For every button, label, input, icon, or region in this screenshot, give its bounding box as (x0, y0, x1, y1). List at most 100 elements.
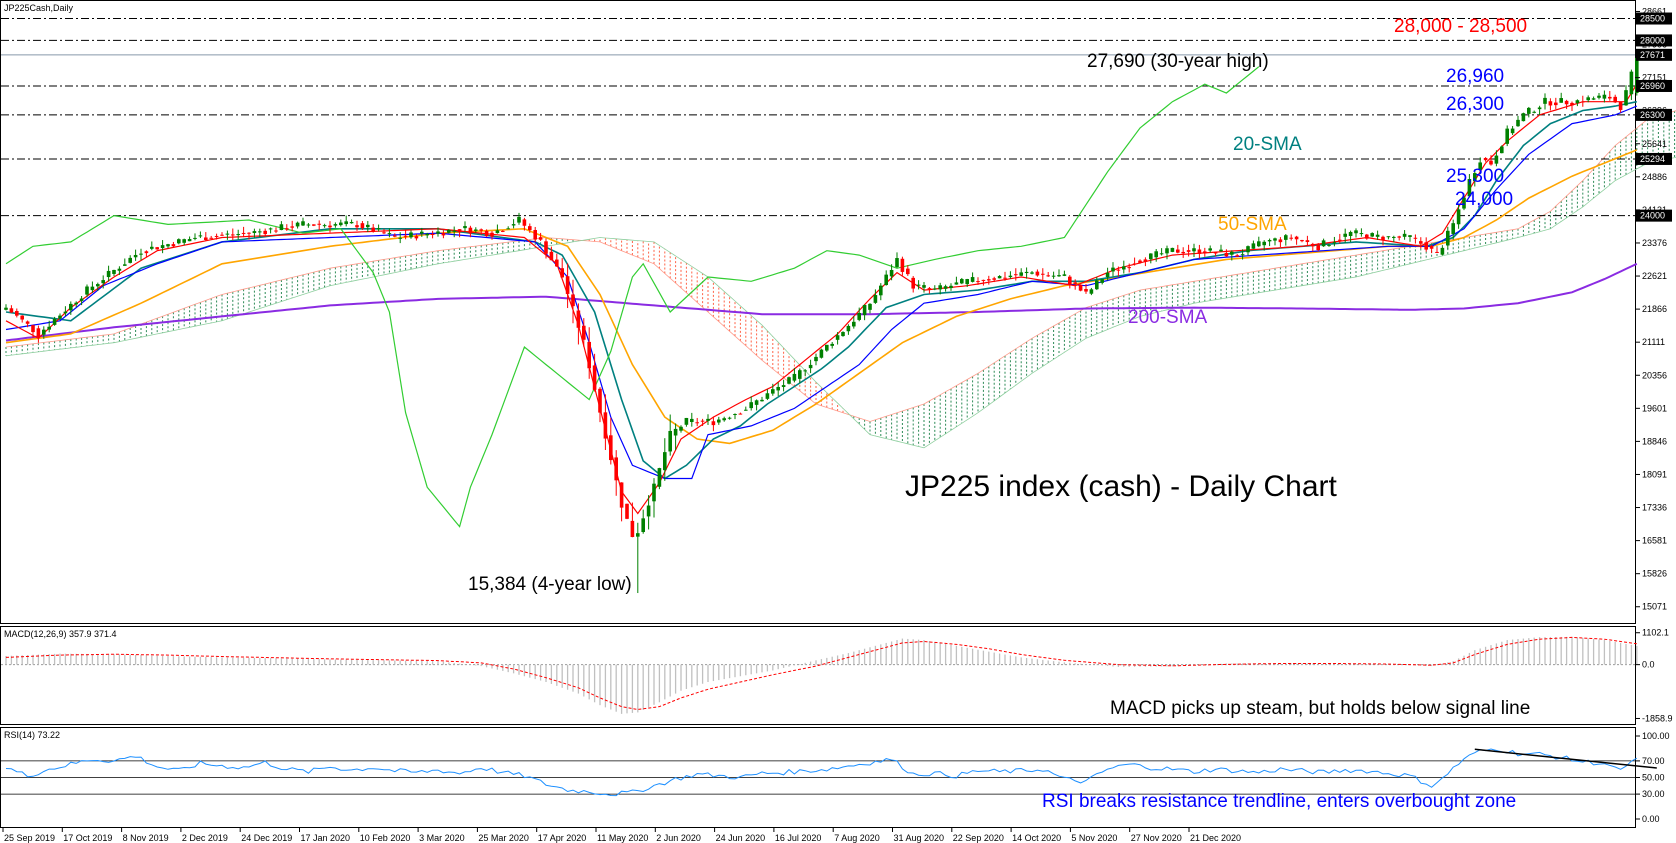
chikou-line (5, 66, 1260, 528)
candle-body (1543, 97, 1547, 104)
candle-body (1300, 239, 1304, 242)
resistance-zone-label: 28,000 - 28,500 (1394, 16, 1527, 37)
candle-body (409, 232, 413, 238)
candle-body (1068, 276, 1072, 285)
candle-body (1348, 231, 1353, 237)
price-highlight-label: 27671 (1640, 50, 1665, 60)
candle-body (1359, 233, 1364, 235)
candle-body (1192, 248, 1196, 252)
candle-body (582, 325, 586, 340)
candle-body (484, 230, 489, 237)
candle-body (700, 420, 705, 422)
candle-body (511, 224, 516, 226)
price-highlight-box (1636, 12, 1672, 25)
candle-body (1132, 263, 1137, 265)
candle-body (1024, 271, 1029, 274)
candle-body (101, 280, 105, 284)
candle-body (1035, 271, 1040, 276)
candle-body (1446, 230, 1450, 246)
candle-body (1575, 100, 1580, 104)
candle-body (1143, 259, 1148, 262)
candle-body (1116, 269, 1121, 271)
candle-body (992, 278, 996, 280)
sma20-line (5, 100, 1637, 480)
candle-body (927, 288, 932, 290)
candle-body (954, 282, 959, 285)
candle-body (1014, 274, 1018, 276)
candle-body (1618, 101, 1623, 110)
candle-body (733, 414, 737, 416)
date-tick-label: 17 Apr 2020 (538, 833, 587, 843)
candle-body (452, 230, 456, 232)
price-highlight-box (1636, 48, 1672, 61)
candle-body (1149, 253, 1153, 260)
candle-body (744, 409, 748, 411)
candle-body (58, 315, 62, 319)
candle-body (760, 399, 764, 402)
candle-body (1165, 248, 1169, 254)
candle-body (619, 482, 624, 508)
candle-body (673, 428, 678, 436)
level-label-26300: 26,300 (1446, 94, 1504, 115)
candle-body (15, 311, 19, 316)
candle-body (727, 417, 732, 419)
candle-body (555, 259, 559, 267)
candle-body (1095, 280, 1099, 290)
candle-body (630, 520, 635, 538)
candle-body (576, 310, 581, 328)
date-tick-label: 17 Oct 2019 (63, 833, 112, 843)
candle-body (490, 232, 494, 237)
candle-body (1532, 111, 1536, 113)
candle-body (787, 377, 791, 384)
candle-body (79, 298, 84, 301)
candle-body (592, 365, 597, 390)
candle-body (997, 276, 1002, 279)
date-tick-label: 5 Nov 2020 (1071, 833, 1117, 843)
sma20-label: 20-SMA (1233, 134, 1302, 155)
candle-body (646, 505, 651, 517)
date-tick-label: 17 Jan 2020 (301, 833, 351, 843)
candle-body (1365, 234, 1369, 239)
candle-body (1343, 233, 1347, 237)
date-axis: 25 Sep 2019 17 Oct 2019 8 Nov 2019 2 Dec 20… (2, 827, 1241, 843)
candle-body (1159, 253, 1164, 255)
candle-body (1489, 160, 1493, 165)
candle-body (1419, 241, 1423, 244)
kijun-line (5, 105, 1638, 480)
candle-body (376, 228, 381, 230)
candle-body (1030, 272, 1034, 274)
candle-body (1570, 102, 1574, 106)
macd-tick-label: -1858.9 (1642, 713, 1673, 723)
candle-body (889, 269, 894, 277)
price-tick-label: 21111 (1642, 337, 1665, 347)
candle-body (317, 223, 321, 225)
rsi-tick-label: 0.00 (1642, 814, 1660, 824)
candle-body (528, 226, 532, 231)
macd-tick-label: 1102.1 (1642, 628, 1669, 638)
candle-body (1051, 275, 1056, 277)
price-highlight-label: 28000 (1640, 35, 1665, 45)
candle-body (1251, 243, 1256, 249)
sma50-label: 50-SMA (1218, 214, 1287, 235)
rsi-panel: 100.00 70.00 50.00 30.00 0.00 (1, 731, 1670, 824)
candle-body (517, 216, 521, 223)
candle-body (1564, 100, 1569, 105)
sma200-label: 200-SMA (1128, 307, 1208, 328)
candle-body (933, 288, 937, 290)
candle-body (825, 344, 829, 351)
price-tick-label: 17336 (1642, 503, 1667, 513)
candle-body (193, 237, 197, 239)
candle-body (371, 227, 375, 232)
price-tick-label: 28661 (1642, 6, 1667, 16)
candle-body (798, 370, 802, 379)
candle-body (830, 343, 834, 346)
candle-body (74, 302, 78, 305)
candle-body (96, 284, 100, 287)
low-annotation: 15,384 (4-year low) (468, 574, 632, 595)
candle-body (1138, 260, 1142, 263)
date-tick-label: 31 Aug 2020 (894, 833, 945, 843)
macd-panel: 1102.1 0.0 -1858.9 (1, 628, 1673, 723)
candle-body (425, 233, 429, 236)
candle-body (906, 268, 910, 275)
candle-body (420, 231, 424, 234)
